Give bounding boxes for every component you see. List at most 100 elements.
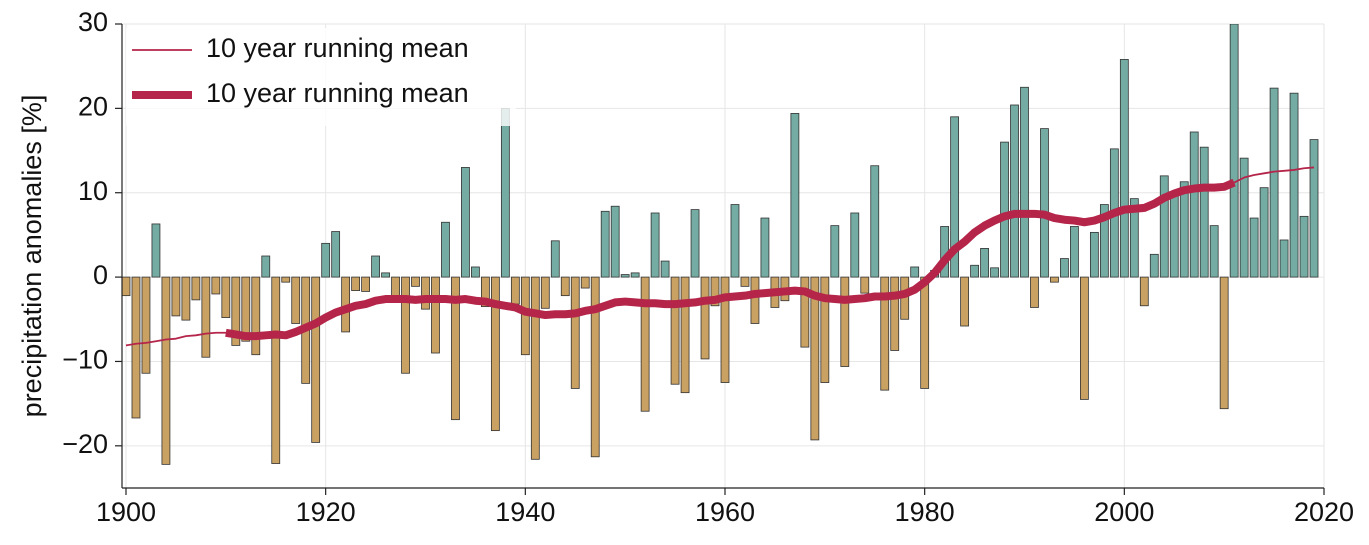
bar <box>800 276 810 348</box>
bar <box>1209 225 1219 278</box>
bar <box>271 276 281 464</box>
legend-label: 10 year running mean <box>206 33 469 63</box>
bar <box>122 276 131 297</box>
y-tick-label: −20 <box>62 429 108 459</box>
bar <box>451 276 460 421</box>
plot-area <box>122 24 1319 465</box>
bar <box>490 276 500 432</box>
bar <box>481 276 490 308</box>
bar <box>1269 87 1279 278</box>
bar <box>910 266 920 278</box>
bar <box>610 205 620 278</box>
bar <box>391 276 400 297</box>
bar <box>750 276 760 324</box>
bar <box>141 276 151 374</box>
y-tick-label: 0 <box>93 260 108 290</box>
bar <box>510 276 520 305</box>
bar <box>1279 239 1289 278</box>
bar <box>251 276 261 356</box>
bar <box>990 267 999 278</box>
y-tick-label: 20 <box>78 91 108 121</box>
bar <box>371 255 380 278</box>
bar <box>950 116 960 278</box>
bar <box>700 276 710 360</box>
bar <box>840 276 850 367</box>
bar <box>461 167 470 278</box>
x-tick-label: 1900 <box>96 497 156 527</box>
bar <box>1020 86 1029 278</box>
bar <box>1010 104 1019 278</box>
bar <box>221 276 231 318</box>
bar <box>960 276 969 327</box>
bar <box>550 240 560 278</box>
bar <box>1089 231 1099 278</box>
bar <box>640 276 650 412</box>
bar <box>690 209 700 278</box>
bar <box>1040 128 1049 278</box>
y-axis-label: precipitation anomalies [%] <box>17 95 47 418</box>
x-tick-label: 1960 <box>695 497 755 527</box>
bar <box>830 225 840 278</box>
bar <box>650 212 660 278</box>
bar <box>1030 276 1039 308</box>
bar <box>261 255 271 278</box>
bar <box>1119 59 1129 278</box>
bar <box>970 264 979 278</box>
bar <box>620 274 630 278</box>
bar <box>401 276 410 374</box>
bar <box>1050 276 1059 283</box>
bar <box>381 272 390 278</box>
bar <box>151 223 161 278</box>
bar <box>600 210 610 278</box>
bar <box>810 276 820 441</box>
bar <box>331 231 341 278</box>
bar <box>1139 276 1149 307</box>
legend-box <box>126 28 516 126</box>
bar <box>760 217 770 278</box>
bar <box>281 276 291 283</box>
bar <box>890 276 900 351</box>
bar <box>570 276 580 389</box>
bar <box>1189 131 1199 278</box>
bar <box>431 276 440 354</box>
bar <box>311 276 321 443</box>
bar <box>580 276 590 289</box>
x-tick-label: 1980 <box>895 497 955 527</box>
bar <box>680 276 690 394</box>
bar <box>630 272 640 278</box>
bar <box>1099 204 1109 278</box>
bar <box>231 276 241 346</box>
y-tick-label: −10 <box>62 345 108 375</box>
bar <box>361 276 370 292</box>
bar <box>710 276 720 307</box>
bar <box>560 276 570 297</box>
bar <box>1080 276 1089 400</box>
bar <box>590 276 600 458</box>
x-tick-label: 1920 <box>296 497 356 527</box>
x-tick-label: 2000 <box>1094 497 1154 527</box>
bar <box>1000 141 1009 278</box>
bar <box>171 276 181 317</box>
bar <box>161 276 171 465</box>
bar <box>870 165 880 278</box>
legend: 10 year running mean 10 year running mean <box>126 28 516 126</box>
bar <box>500 107 510 278</box>
bar <box>321 242 331 278</box>
legend-label: 10 year running mean <box>206 78 469 108</box>
bar <box>1249 217 1259 278</box>
bar <box>730 204 740 278</box>
bar <box>920 276 930 389</box>
bar <box>1289 92 1299 278</box>
bar <box>241 276 251 342</box>
bar <box>1159 175 1169 278</box>
bar <box>1129 198 1139 278</box>
bar <box>790 113 800 278</box>
bar <box>441 221 450 278</box>
y-tick-label: 30 <box>78 7 108 37</box>
bar <box>860 276 870 294</box>
bar <box>1169 194 1179 278</box>
bar <box>1309 139 1319 278</box>
bar <box>820 276 830 383</box>
bar <box>1229 24 1239 278</box>
